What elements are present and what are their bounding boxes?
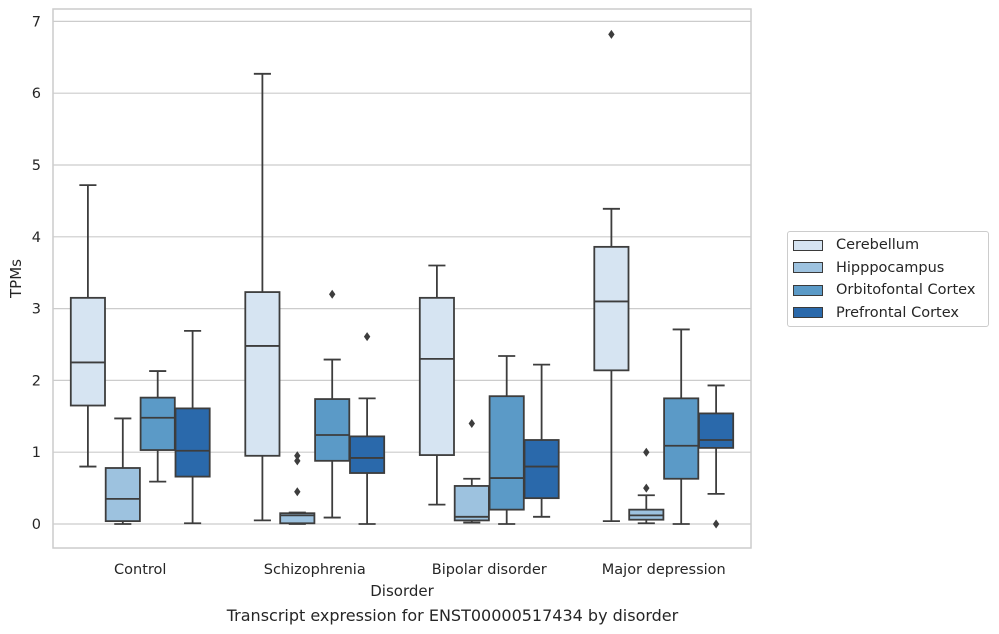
box-cerebellum (69, 184, 106, 468)
box-orbitofontal-cortex (663, 328, 700, 525)
legend-item: Hipppocampus (793, 258, 944, 278)
x-tick-label: Schizophrenia (264, 562, 366, 578)
y-tick-label: 1 (32, 445, 41, 461)
box-iqr (418, 296, 455, 456)
box-iqr (69, 296, 106, 407)
y-tick-label: 3 (32, 302, 41, 318)
box-prefrontal-cortex (523, 363, 560, 518)
box-prefrontal-cortex (698, 384, 735, 529)
outlier-point (294, 487, 301, 497)
legend-swatch (793, 307, 823, 318)
legend-swatch (793, 284, 823, 296)
box-hipppocampus (628, 447, 665, 525)
figure-caption: Transcript expression for ENST0000051743… (226, 606, 679, 625)
box-iqr (104, 467, 141, 523)
legend-label: Prefrontal Cortex (836, 304, 959, 321)
box-hipppocampus (104, 417, 141, 525)
y-tick-label: 0 (32, 517, 41, 533)
legend-item: Prefrontal Cortex (793, 303, 959, 323)
box-iqr (244, 291, 281, 457)
y-tick-label: 6 (32, 86, 41, 102)
outlier-point (712, 519, 720, 529)
y-tick-labels: 0 1 2 3 4 5 6 7 (32, 14, 41, 533)
x-tick-labels: Control Schizophrenia Bipolar disorder Majo… (114, 562, 726, 578)
legend-swatch (793, 262, 823, 273)
legend-label: Orbitofontal Cortex (836, 282, 976, 298)
box-iqr (279, 512, 316, 525)
box-orbitofontal-cortex (488, 355, 525, 525)
box-prefrontal-cortex (174, 329, 211, 525)
outlier-point (608, 29, 615, 39)
y-tick-label: 5 (32, 158, 41, 174)
box-hipppocampus (279, 451, 316, 525)
outlier-point (294, 456, 301, 466)
box-cerebellum (418, 264, 455, 506)
legend-label: Hipppocampus (836, 259, 945, 276)
box-iqr (593, 245, 630, 372)
box-iqr (488, 395, 525, 511)
grid-lines (53, 20, 751, 525)
box-cerebellum (244, 72, 281, 522)
box-iqr (349, 435, 386, 474)
box-iqr (453, 485, 490, 522)
y-axis-label: TPMs (7, 259, 25, 299)
box-iqr (139, 396, 176, 451)
outlier-point (294, 451, 301, 461)
box-orbitofontal-cortex (314, 289, 351, 519)
x-tick-label: Control (114, 562, 166, 578)
box-iqr (663, 397, 700, 480)
y-tick-label: 7 (32, 14, 41, 30)
box-orbitofontal-cortex (139, 370, 176, 483)
legend-swatch (793, 239, 823, 251)
box-prefrontal-cortex (349, 332, 386, 525)
outlier-point (468, 418, 475, 428)
box-iqr (174, 407, 211, 478)
box-iqr (523, 439, 560, 500)
outlier-point (363, 332, 371, 342)
legend: Cerebellum Hipppocampus Orbitofontal Corte… (787, 231, 989, 327)
outlier-point (329, 289, 336, 299)
x-tick-label: Major depression (602, 562, 726, 578)
box-cerebellum (593, 29, 630, 523)
legend-label: Cerebellum (836, 237, 920, 253)
box-hipppocampus (453, 418, 490, 524)
boxes (69, 29, 735, 529)
legend-item: Orbitofontal Cortex (793, 280, 975, 300)
outlier-point (643, 483, 650, 493)
legend-item: Cerebellum (793, 235, 919, 255)
box-iqr (698, 412, 735, 449)
y-tick-label: 2 (32, 373, 41, 389)
box-iqr (314, 398, 351, 462)
x-tick-label: Bipolar disorder (432, 562, 547, 578)
outlier-point (643, 447, 650, 457)
x-axis-label: Disorder (370, 582, 434, 600)
plot-area-frame (52, 8, 752, 549)
y-tick-label: 4 (32, 230, 41, 246)
